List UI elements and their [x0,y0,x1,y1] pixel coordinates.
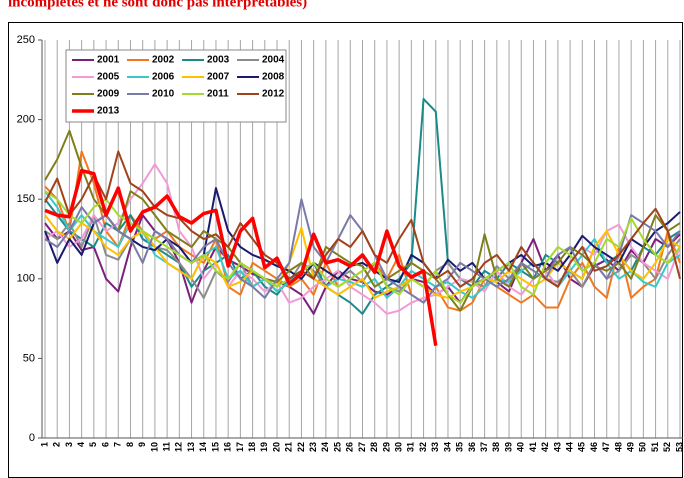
x-tick-label: 21 [284,442,294,452]
legend-label: 2012 [262,89,285,100]
x-tick-label: 26 [345,442,355,452]
legend-label: 2009 [97,89,120,100]
y-tick-label: 50 [23,352,35,364]
x-tick-label: 10 [149,442,159,452]
series-line [44,168,438,346]
x-tick-label: 29 [381,442,391,452]
legend: 2001 2002 2003 2004 2005 2006 2007 2008 2009 2010… [72,55,285,117]
x-tick-label: 43 [552,442,562,452]
legend-label: 2001 [97,55,120,66]
legend-label: 2013 [97,106,120,117]
x-tick-label: 5 [88,442,98,447]
x-tick-label: 46 [589,442,599,452]
x-tick-label: 1 [39,442,49,447]
y-tick-label: 150 [17,193,35,205]
x-tick-label: 41 [528,442,538,452]
x-tick-label: 36 [467,442,477,452]
x-tick-label: 11 [161,442,171,452]
x-tick-label: 23 [308,442,318,452]
series-line [44,190,681,304]
x-tick-label: 30 [394,442,404,452]
x-tick-label: 22 [296,442,306,452]
chart-title: incomplètes et ne sont donc pas interpré… [8,0,307,10]
legend-label: 2005 [97,72,120,83]
y-tick-label: 100 [17,273,35,285]
x-tick-label: 19 [259,442,269,452]
x-tick-label: 49 [626,442,636,452]
x-tick-label: 33 [430,442,440,452]
series-line [44,190,681,299]
x-tick-label: 14 [198,442,208,452]
x-tick-label: 4 [76,442,86,447]
legend-label: 2002 [152,55,175,66]
x-tick-label: 9 [137,442,147,447]
x-tick-label: 52 [662,442,672,452]
x-tick-label: 47 [601,442,611,452]
legend-label: 2008 [262,72,285,83]
legend-label: 2011 [207,89,229,100]
lines [44,97,681,346]
x-tick-label: 6 [100,442,110,447]
x-tick-label: 40 [516,442,526,452]
x-tick-label: 20 [271,442,281,452]
x-tick-label: 39 [503,442,513,452]
legend-label: 2007 [207,72,230,83]
y-tick-label: 200 [17,114,35,126]
y-tick-label: 250 [17,34,35,46]
x-tick-label: 34 [442,442,452,452]
x-tick-label: 42 [540,442,550,452]
x-tick-label: 51 [650,442,660,452]
x-tick-label: 16 [223,442,233,452]
x-tick-label: 31 [406,442,416,452]
x-tick-label: 28 [369,442,379,452]
legend-box [65,49,287,123]
x-tick-label: 38 [491,442,501,452]
x-tick-label: 37 [479,442,489,452]
x-tick-label: 44 [564,442,574,452]
x-tick-label: 45 [577,442,587,452]
x-tick-label: 17 [235,442,245,452]
x-tick-label: 3 [64,442,74,447]
legend-label: 2003 [207,55,230,66]
x-tick-label: 12 [174,442,184,452]
x-tick-label: 32 [418,442,428,452]
legend-label: 2006 [152,72,175,83]
x-tick-label: 35 [455,442,465,452]
x-tick-label: 2 [52,442,62,447]
x-tick-label: 48 [613,442,623,452]
series-line [44,150,681,288]
legend-label: 2010 [152,89,175,100]
x-tick-label: 7 [113,442,123,447]
x-tick-label: 50 [638,442,648,452]
x-tick-label: 15 [210,442,220,452]
y-tick-label: 0 [29,432,35,444]
x-tick-label: 53 [674,442,684,452]
x-tick-label: 27 [357,442,367,452]
x-tick-label: 8 [125,442,135,447]
legend-label: 2004 [262,55,285,66]
x-tick-label: 25 [332,442,342,452]
x-tick-label: 13 [186,442,196,452]
x-tick-label: 18 [247,442,257,452]
x-tick-label: 24 [320,442,330,452]
